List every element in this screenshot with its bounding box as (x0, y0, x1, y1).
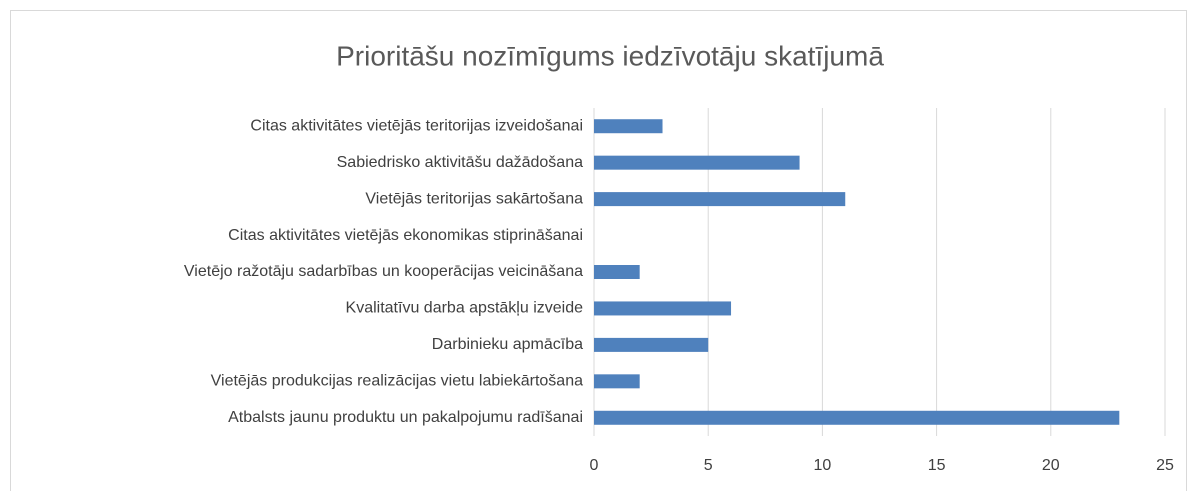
bar (594, 155, 800, 170)
x-tick-label: 25 (1156, 457, 1174, 474)
x-tick-label: 0 (590, 457, 599, 474)
y-tick-label: Vietējo ražotāju sadarbības un kooperāci… (184, 263, 583, 280)
bar (594, 119, 663, 134)
bar (594, 410, 1120, 425)
x-tick-label: 10 (814, 457, 832, 474)
bar (594, 265, 640, 279)
x-tick-label: 5 (704, 457, 713, 474)
bar (594, 301, 732, 316)
chart-border (10, 10, 1187, 491)
y-tick-label: Vietējās teritorijas sakārtošana (365, 190, 583, 207)
y-tick-label: Darbinieku apmācība (432, 336, 583, 353)
y-tick-label: Atbalsts jaunu produktu un pakalpojumu r… (228, 409, 583, 426)
bar (594, 374, 640, 389)
y-tick-label: Kvalitatīvu darba apstākļu izveide (346, 300, 584, 317)
y-tick-label: Vietējās produkcijas realizācijas vietu … (211, 373, 583, 390)
y-tick-label: Citas aktivitātes vietējās ekonomikas st… (228, 227, 583, 244)
bar (594, 337, 709, 352)
bar (594, 192, 846, 207)
x-tick-label: 15 (928, 457, 946, 474)
y-tick-label: Sabiedrisko aktivitāšu dažādošana (337, 154, 583, 171)
chart-title: Prioritāšu nozīmīgums iedzīvotāju skatīj… (336, 40, 884, 71)
y-tick-label: Citas aktivitātes vietējās teritorijas i… (250, 117, 583, 134)
x-tick-label: 20 (1042, 457, 1060, 474)
